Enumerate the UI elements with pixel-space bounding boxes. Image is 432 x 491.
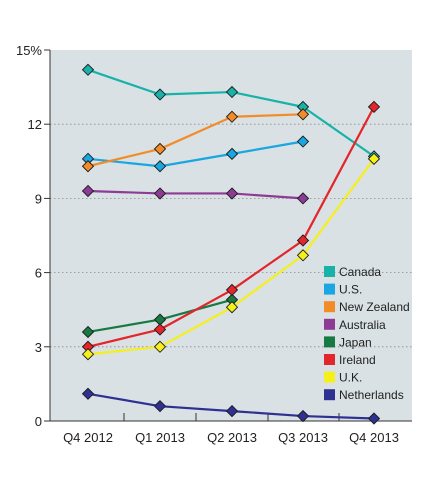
data-point: [225, 110, 239, 123]
data-point: [225, 187, 239, 200]
legend: Canada U.S. New Zealand Australia Japan Irela…: [324, 265, 410, 402]
data-point: [367, 100, 381, 114]
legend-label: New Zealand: [339, 300, 410, 314]
legend-swatch: [324, 371, 335, 383]
legend-label: U.S.: [339, 283, 362, 297]
series-japan: [81, 293, 239, 339]
series-line: [87, 113, 304, 168]
data-point: [153, 88, 167, 101]
legend-swatch: [324, 389, 335, 401]
series: [81, 63, 381, 425]
legend-swatch: [324, 301, 335, 313]
series-netherlands: [81, 387, 381, 425]
legend-swatch: [324, 266, 335, 277]
data-point: [296, 234, 310, 247]
data-point: [225, 301, 239, 314]
data-point: [296, 192, 310, 205]
legend-label: Canada: [339, 265, 381, 279]
data-point: [367, 412, 381, 425]
data-point: [81, 160, 95, 173]
y-tick-label: 3: [35, 340, 42, 355]
y-tick-label: 9: [35, 191, 42, 206]
data-point: [81, 184, 95, 198]
y-tick-label: 12: [28, 117, 42, 132]
y-tick-label: 6: [35, 266, 42, 281]
data-point: [296, 108, 310, 121]
x-tick-label: Q4 2013: [349, 430, 399, 445]
y-tick-label: 15%: [16, 43, 42, 58]
y-tick-label: 0: [35, 414, 42, 429]
x-tick-labels: Q4 2012 Q1 2013 Q2 2013 Q3 2013 Q4 2013: [63, 413, 399, 445]
series-new-zealand: [81, 108, 310, 173]
data-point: [153, 142, 167, 156]
axes: [49, 50, 412, 422]
legend-swatch: [324, 283, 335, 295]
legend-label: Japan: [339, 335, 372, 349]
data-point: [225, 85, 239, 99]
data-point: [296, 249, 310, 262]
data-point: [153, 323, 167, 336]
series-line: [87, 140, 304, 168]
legend-label: U.K.: [339, 371, 362, 385]
series-u-s: [81, 135, 310, 173]
legend-swatch: [324, 336, 335, 348]
data-point: [81, 348, 95, 361]
data-point: [81, 63, 95, 76]
x-tick-label: Q3 2013: [278, 430, 328, 445]
data-point: [153, 160, 167, 173]
data-point: [81, 325, 95, 339]
data-point: [225, 283, 239, 297]
data-point: [153, 400, 167, 413]
legend-label: Netherlands: [339, 388, 404, 402]
data-point: [367, 152, 381, 165]
data-point: [225, 404, 239, 418]
series-australia: [81, 184, 310, 205]
x-tick-label: Q2 2013: [207, 430, 257, 445]
y-tick-labels: 0 3 6 9 12 15%: [16, 43, 50, 429]
x-tick-label: Q4 2012: [63, 430, 113, 445]
data-point: [225, 147, 239, 161]
data-point: [153, 187, 167, 200]
data-point: [153, 340, 167, 353]
data-point: [81, 387, 95, 400]
legend-label: Ireland: [339, 353, 376, 367]
series-line: [87, 189, 304, 200]
data-point: [296, 135, 310, 148]
legend-label: Australia: [339, 318, 386, 332]
x-tick-label: Q1 2013: [135, 430, 185, 445]
legend-swatch: [324, 318, 335, 330]
series-u-k: [81, 152, 381, 361]
legend-swatch: [324, 354, 335, 365]
data-point: [296, 409, 310, 423]
